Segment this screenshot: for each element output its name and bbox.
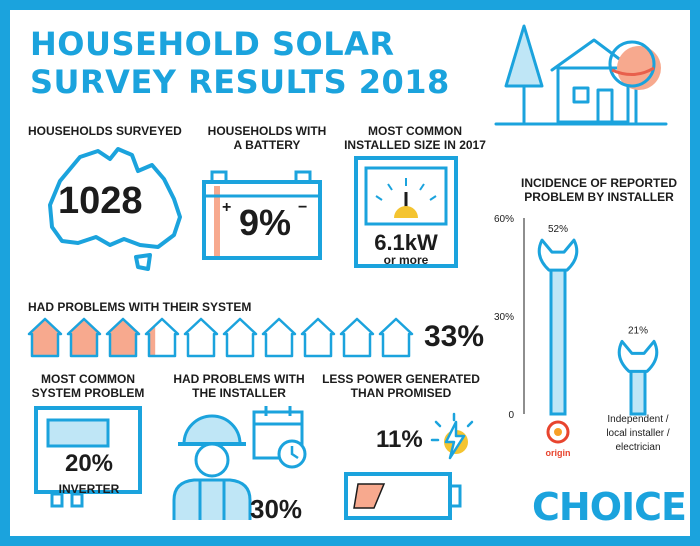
australia-map-icon <box>48 147 182 271</box>
battery-label-2: A BATTERY <box>233 138 301 152</box>
installer-value: 30% <box>250 494 303 524</box>
y-tick-label: 30% <box>494 312 514 323</box>
house-icon <box>378 317 414 358</box>
data-label: 52% <box>548 224 568 235</box>
house-icon <box>105 317 141 358</box>
power-meter-icon <box>354 156 458 268</box>
data-label: 21% <box>628 325 648 336</box>
size-value: 6.1kW <box>374 230 438 255</box>
sun-bolt-icon <box>430 412 474 460</box>
chart-title: INCIDENCE OF REPORTED PROBLEM BY INSTALL… <box>520 176 677 204</box>
common-item: INVERTER <box>58 482 120 496</box>
wrench-bar <box>537 238 579 416</box>
svg-text:−: − <box>298 199 307 216</box>
house-icon <box>261 317 297 358</box>
size-label-2: INSTALLED SIZE IN 2017 <box>344 138 486 152</box>
common-label-2: SYSTEM PROBLEM <box>31 386 145 400</box>
choice-logo: CHOICE <box>532 485 687 529</box>
installer-label-1: HAD PROBLEMS WITH <box>173 372 305 386</box>
surveyed-label: HOUSEHOLDS SURVEYED <box>28 124 182 138</box>
house-icon <box>66 317 102 358</box>
common-label-1: MOST COMMON <box>41 372 135 386</box>
origin-logo <box>546 420 570 444</box>
problems-value: 33% <box>424 320 485 353</box>
wrench-bar <box>617 339 659 416</box>
house-row <box>27 317 414 358</box>
less-power-label-2: THAN PROMISED <box>350 386 452 400</box>
house-icon <box>27 317 63 358</box>
title-line-1: HOUSEHOLD SOLAR <box>30 25 395 63</box>
low-battery-icon <box>344 472 462 520</box>
house-icon <box>300 317 336 358</box>
size-label-1: MOST COMMON <box>368 124 462 138</box>
installer-worker-icon <box>172 406 307 520</box>
less-power-value: 11% <box>376 426 423 453</box>
battery-label-1: HOUSEHOLDS WITH <box>207 124 327 138</box>
house-icon <box>339 317 375 358</box>
house-icon <box>183 317 219 358</box>
category-label-origin: origin <box>546 448 571 458</box>
inverter-icon <box>34 406 142 508</box>
house-tree-icon <box>494 24 668 126</box>
category-label-independent: Independent / local installer / electricia… <box>606 414 670 453</box>
title-line-2: SURVEY RESULTS 2018 <box>30 63 450 101</box>
surveyed-value: 1028 <box>58 180 143 222</box>
battery-icon: + − <box>202 170 322 260</box>
common-value: 20% <box>64 450 114 477</box>
battery-value: 9% <box>238 202 292 243</box>
svg-text:+: + <box>222 199 231 216</box>
problems-label: HAD PROBLEMS WITH THEIR SYSTEM <box>28 300 252 314</box>
less-power-label-1: LESS POWER GENERATED <box>322 372 480 386</box>
y-tick-label: 0 <box>508 410 514 421</box>
size-sub: or more <box>383 253 429 267</box>
installer-label-2: THE INSTALLER <box>192 386 286 400</box>
installer-problem-chart: 60% 30% 0 52% 21% origin Independent / local in… <box>494 214 670 458</box>
y-tick-label: 60% <box>494 214 514 225</box>
house-icon <box>144 317 180 358</box>
house-icon <box>222 317 258 358</box>
